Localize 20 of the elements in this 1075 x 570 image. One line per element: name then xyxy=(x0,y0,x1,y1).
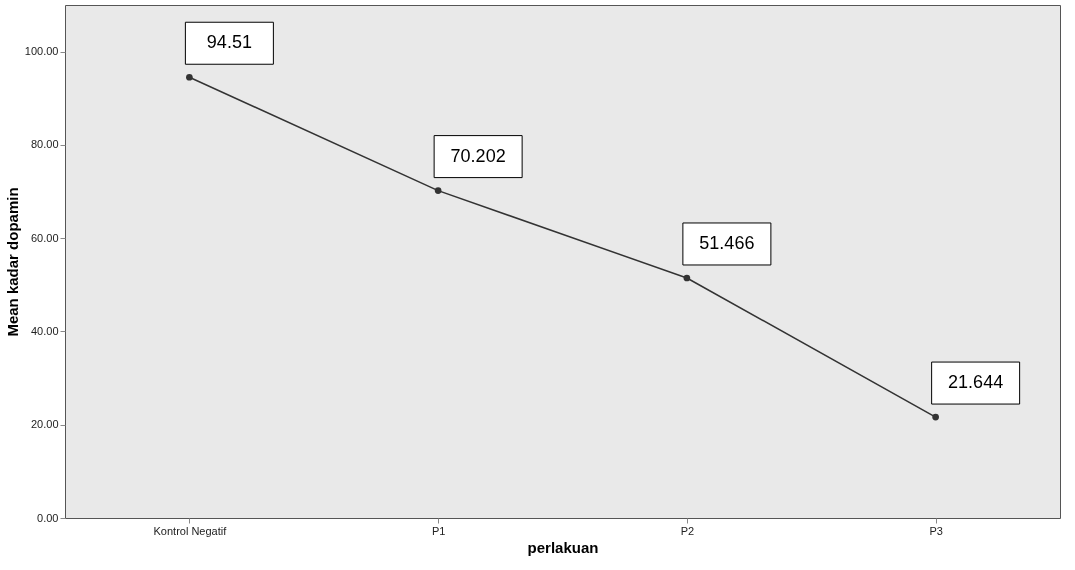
x-tick-label: P2 xyxy=(680,524,695,537)
point xyxy=(932,413,939,421)
y-tick-label: 60.00 xyxy=(30,231,59,244)
y-tick-label: 40.00 xyxy=(30,324,59,337)
x-tick-label: P1 xyxy=(431,524,446,537)
y-axis-title: Mean kadar dopamin xyxy=(3,187,21,337)
point xyxy=(683,274,691,282)
y-tick-label: 80.00 xyxy=(30,138,59,151)
x-axis-title: perlakuan xyxy=(527,538,599,556)
point xyxy=(434,187,442,194)
data-label: 51.466 xyxy=(699,232,755,253)
y-tick-label: 20.00 xyxy=(30,418,59,431)
data-label: 70.202 xyxy=(450,145,506,166)
data-label: 21.644 xyxy=(948,372,1004,393)
x-tick-label: P3 xyxy=(929,524,943,537)
y-tick-label: 0.00 xyxy=(37,511,59,524)
point xyxy=(186,73,193,81)
data-label: 94.51 xyxy=(206,32,252,53)
x-tick-label: Kontrol Negatif xyxy=(153,524,228,537)
y-tick-label: 100.00 xyxy=(24,45,59,58)
